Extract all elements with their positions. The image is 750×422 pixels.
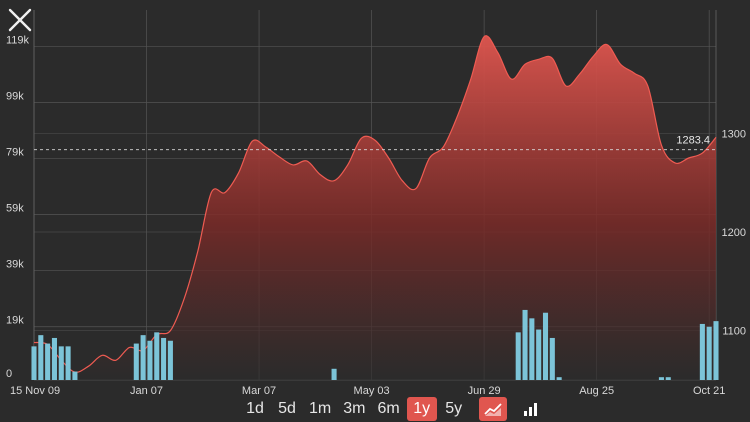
volume-bar [65, 346, 71, 380]
volume-bar [536, 329, 542, 380]
x-tick-label: May 03 [354, 385, 390, 397]
x-tick-label: Mar 07 [242, 385, 276, 397]
x-axis-labels: 15 Nov 09 Jan 07 Mar 07 May 03 Jun 29 Aug 25 O… [10, 385, 725, 397]
range-tab-5d[interactable]: 5d [278, 400, 296, 417]
range-selector: 1d 5d 1m 3m 6m 1y 5y [240, 397, 545, 421]
bar-chart-icon [523, 403, 537, 416]
volume-bar [161, 337, 167, 380]
volume-bar [542, 312, 549, 380]
price-area [34, 35, 716, 381]
area-chart-button[interactable] [478, 397, 507, 421]
x-tick-label: Jan 07 [130, 385, 163, 397]
volume-tick-label: 59k [6, 203, 24, 215]
volume-bar [556, 377, 562, 380]
range-tab-6m[interactable]: 6m [377, 400, 400, 417]
range-tab-3m[interactable]: 3m [343, 400, 366, 417]
volume-bar [147, 340, 153, 380]
range-tab-5y[interactable]: 5y [445, 400, 463, 417]
price-tick-label: 1300 [722, 128, 746, 140]
volume-bar [658, 377, 664, 380]
volume-bar [31, 346, 37, 380]
volume-bar [58, 346, 64, 380]
volume-bar [45, 343, 51, 380]
volume-tick-label: 119k [6, 34, 30, 46]
volume-bar [515, 332, 521, 380]
volume-bar [706, 326, 712, 380]
volume-bar [549, 337, 555, 380]
x-tick-label: Jun 29 [468, 385, 501, 397]
volume-bar [713, 321, 719, 380]
volume-tick-label: 39k [6, 259, 24, 271]
volume-bar [140, 335, 146, 380]
volume-bar [72, 371, 78, 380]
volume-bar [699, 323, 705, 380]
bar-chart-button[interactable] [517, 397, 545, 421]
volume-bar [167, 340, 173, 380]
x-tick-label: Aug 25 [579, 385, 614, 397]
volume-bar [522, 309, 528, 380]
x-tick-label: 15 Nov 09 [10, 385, 60, 397]
close-button[interactable] [6, 6, 34, 34]
volume-bar [331, 368, 337, 380]
volume-bar [51, 337, 57, 380]
volume-tick-label: 19k [6, 315, 24, 327]
volume-bars [31, 309, 719, 380]
price-axis-labels: 1100 1200 1300 [722, 128, 746, 337]
x-tick-label: Oct 21 [693, 385, 725, 397]
range-tab-1y[interactable]: 1y [406, 397, 437, 421]
volume-axis-labels: 0 19k 39k 59k 79k 99k 119k [6, 34, 30, 380]
volume-tick-label: 0 [6, 368, 12, 380]
volume-tick-label: 79k [6, 147, 24, 159]
price-tick-label: 1100 [722, 326, 746, 338]
volume-bar [665, 377, 671, 380]
volume-tick-label: 99k [6, 91, 24, 103]
volume-bar [133, 343, 139, 380]
volume-bar [154, 332, 160, 380]
range-tab-1m[interactable]: 1m [309, 400, 332, 417]
close-icon [8, 8, 32, 32]
price-tick-label: 1200 [722, 227, 746, 239]
price-line [33, 35, 717, 373]
volume-bar [38, 335, 44, 380]
volume-bar [529, 318, 535, 380]
range-tab-1d[interactable]: 1d [246, 400, 264, 417]
area-chart-icon [484, 403, 502, 416]
last-price-readout: 1283.4 [676, 135, 710, 147]
